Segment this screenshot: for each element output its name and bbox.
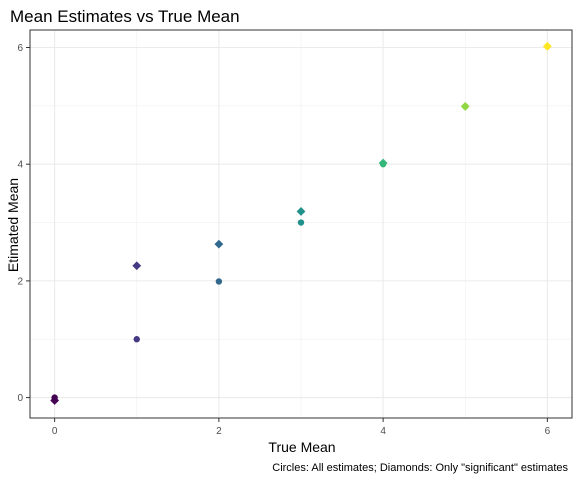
diamond-point	[378, 158, 388, 168]
y-tick-label: 6	[17, 43, 23, 54]
chart-title: Mean Estimates vs True Mean	[10, 7, 240, 26]
y-axis-label: Etimated Mean	[5, 178, 21, 272]
diamond-point	[214, 239, 224, 249]
x-tick-label: 6	[545, 426, 551, 437]
data-points	[50, 41, 552, 405]
circle-point	[297, 219, 305, 226]
x-axis-label: True Mean	[268, 439, 335, 455]
x-tick-label: 0	[52, 426, 58, 437]
y-tick-label: 2	[17, 276, 23, 287]
diamond-point	[460, 102, 470, 111]
diamond-point	[50, 396, 60, 405]
y-tick-label: 0	[17, 393, 23, 404]
axes: 0 2 4 6 0 2 4 6	[17, 29, 573, 437]
circle-point	[133, 336, 140, 343]
caption: Circles: All estimates; Diamonds: Only "…	[272, 462, 568, 474]
circle-point	[215, 278, 223, 285]
y-tick-label: 4	[17, 160, 23, 171]
x-tick-label: 4	[380, 426, 386, 437]
panel-border	[29, 29, 573, 419]
diamond-point	[132, 261, 142, 271]
diamond-point	[542, 41, 552, 51]
diamond-point	[296, 207, 306, 216]
x-tick-label: 2	[216, 426, 222, 437]
